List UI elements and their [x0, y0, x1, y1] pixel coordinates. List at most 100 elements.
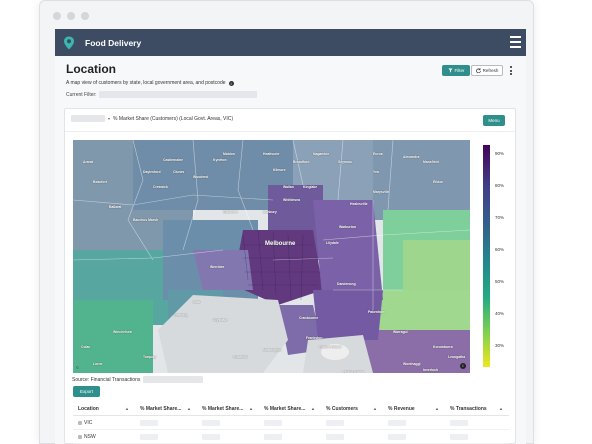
map-place-label: Torquay	[143, 355, 157, 359]
value-cell	[445, 433, 509, 440]
column-header[interactable]: % Transactions ▲	[445, 406, 509, 412]
table-header: Location ▲% Market Share... ▲% Market Shar…	[73, 402, 509, 416]
map-attribution[interactable]: ©	[76, 365, 79, 370]
map-place-label: Woodend	[193, 175, 209, 179]
filter-button[interactable]: Filter	[442, 65, 470, 76]
window-dot-close[interactable]	[53, 12, 61, 20]
hamburger-menu-icon[interactable]	[510, 36, 521, 48]
column-header[interactable]: % Customers ▲	[321, 406, 383, 412]
dropdown-caret-icon[interactable]: ▾	[108, 116, 111, 121]
map-place-label: Colac	[81, 345, 91, 349]
info-icon[interactable]: i	[228, 80, 234, 86]
refresh-button-label: Refresh	[482, 68, 499, 73]
value-redacted	[202, 419, 220, 426]
region-metro-core[interactable]	[233, 230, 323, 305]
sort-icon[interactable]: ▲	[311, 405, 315, 411]
value-redacted	[450, 433, 468, 440]
map-place-label: Wonthaggi	[403, 362, 421, 366]
map-info-icon[interactable]: i	[460, 363, 466, 369]
map-place-label: Healesville	[350, 202, 368, 206]
value-redacted	[140, 419, 158, 426]
column-header-label: % Transactions	[450, 405, 487, 412]
map-place-label: Kyneton	[213, 158, 227, 162]
sort-icon[interactable]: ▲	[249, 405, 253, 411]
region-north-east[interactable]	[373, 140, 470, 220]
value-redacted	[388, 433, 406, 440]
value-redacted	[202, 433, 220, 440]
column-header-label: % Customers	[326, 405, 358, 412]
column-header[interactable]: % Market Share... ▲	[259, 406, 321, 412]
sort-icon[interactable]: ▲	[125, 405, 129, 411]
window-dot-minimize[interactable]	[67, 12, 75, 20]
sort-icon[interactable]: ▲	[373, 405, 377, 411]
map-place-label: Mornington	[263, 348, 282, 352]
map-place-label: Dandenong	[337, 282, 356, 286]
sort-icon[interactable]: ▲	[499, 405, 503, 411]
sort-icon[interactable]: ▲	[187, 405, 191, 411]
value-cell	[259, 433, 321, 440]
column-header-label: % Revenue	[388, 405, 415, 412]
region-south-metro[interactable]	[313, 290, 383, 340]
column-header[interactable]: % Market Share... ▲	[135, 406, 197, 412]
map-place-label: Seymour	[338, 160, 353, 164]
current-filter: Current Filter:	[66, 91, 257, 98]
location-name: VIC	[84, 419, 93, 426]
location-pin-icon	[64, 36, 74, 49]
table-row[interactable]: NSW	[73, 430, 509, 444]
value-redacted	[326, 419, 344, 426]
map-place-label: Euroa	[373, 152, 383, 156]
menu-button[interactable]: Menu	[483, 115, 505, 126]
expand-row-icon[interactable]	[78, 420, 82, 425]
map-place-label: Warragul	[393, 330, 408, 334]
map-place-label: Lilydale	[326, 241, 339, 245]
legend-tick-label: 80%	[495, 183, 505, 188]
value-redacted	[388, 419, 406, 426]
source-value-redacted	[143, 376, 204, 383]
export-button[interactable]: Export	[73, 386, 100, 397]
region-north-west[interactable]	[133, 140, 293, 210]
column-header[interactable]: Location ▲	[73, 406, 135, 412]
legend-tick-label: 30%	[495, 343, 505, 348]
map-place-label: Sunbury	[263, 210, 277, 214]
current-filter-value-redacted	[98, 91, 257, 98]
region-werribee[interactable]	[193, 250, 253, 290]
map-place-label: Cranbourne	[299, 316, 319, 320]
page-title: Location	[66, 62, 116, 76]
region-gippsland[interactable]	[373, 290, 470, 330]
legend-tick-label: 50%	[495, 279, 505, 284]
map-place-label: Leongatha	[448, 355, 466, 359]
region-south-west[interactable]	[73, 300, 153, 373]
value-redacted	[264, 419, 282, 426]
location-cell: VIC	[73, 420, 135, 426]
map-place-label: Castlemaine	[163, 158, 183, 162]
map-place-label: Werribee	[210, 265, 225, 269]
map-place-label: Nagambie	[313, 152, 330, 156]
value-cell	[135, 419, 197, 426]
map-place-label: Ararat	[83, 160, 93, 164]
source-line: Source: Financial Transactions	[72, 376, 204, 383]
page-subtitle: A map view of customers by state, local …	[66, 80, 234, 86]
map-place-label: French Island	[319, 345, 342, 349]
map-place-label: Frankston	[306, 336, 323, 340]
map-place-label: Maldon	[223, 152, 235, 156]
sort-icon[interactable]: ▲	[435, 405, 439, 411]
card-selector-redacted[interactable]	[71, 115, 105, 122]
column-header[interactable]: % Market Share... ▲	[197, 406, 259, 412]
map-place-label: Ballarat	[109, 205, 122, 209]
choropleth-map[interactable]: Melbourne Ballarat Geelong Frankston Werribe…	[73, 140, 470, 373]
map-place-label: Creswick	[153, 185, 168, 189]
table-row[interactable]: VIC	[73, 416, 509, 430]
value-redacted	[450, 419, 468, 426]
expand-row-icon[interactable]	[78, 434, 82, 439]
region-metro-east[interactable]	[313, 200, 383, 305]
refresh-button[interactable]: Refresh	[471, 65, 503, 76]
card-divider	[65, 131, 515, 132]
main-content: Location A map view of customers by stat…	[55, 56, 526, 444]
value-cell	[383, 419, 445, 426]
value-redacted	[326, 433, 344, 440]
column-header[interactable]: % Revenue ▲	[383, 406, 445, 412]
more-options-icon[interactable]	[510, 66, 513, 75]
column-header-label: % Market Share...	[264, 405, 306, 412]
value-redacted	[140, 433, 158, 440]
window-dot-maximize[interactable]	[81, 12, 89, 20]
